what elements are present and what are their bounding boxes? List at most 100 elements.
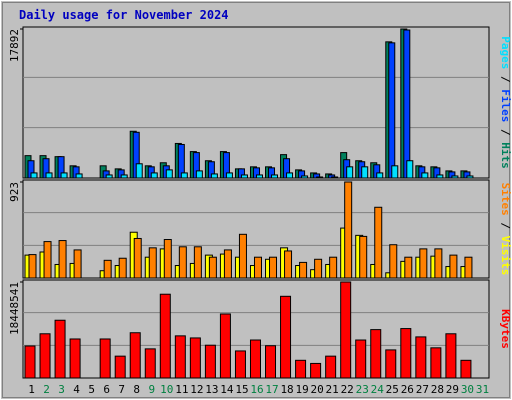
- bar: [120, 174, 128, 179]
- y-max-label: 18448541: [8, 282, 21, 335]
- bar: [219, 313, 231, 379]
- bar: [434, 248, 443, 279]
- x-tick-label: 20: [311, 383, 324, 396]
- bar: [460, 359, 472, 379]
- bar: [253, 256, 262, 279]
- bar: [45, 172, 53, 179]
- bar: [240, 174, 248, 179]
- x-tick-label: 17: [265, 383, 278, 396]
- bar: [449, 254, 458, 279]
- x-tick-label: 4: [73, 383, 80, 396]
- x-tick-label: 24: [371, 383, 385, 396]
- bar: [75, 173, 83, 179]
- bar: [208, 256, 217, 279]
- x-tick-label: 8: [133, 383, 140, 396]
- bar: [189, 337, 201, 379]
- legend-separator: /: [499, 122, 512, 142]
- bar: [195, 170, 203, 179]
- bar: [286, 172, 294, 179]
- bar: [174, 335, 186, 379]
- bar: [133, 237, 142, 279]
- bar: [30, 172, 38, 179]
- bar: [43, 241, 52, 279]
- x-tick-label: 23: [356, 383, 369, 396]
- x-tick-label: 6: [103, 383, 110, 396]
- y-max-label: 923: [8, 182, 21, 202]
- bar: [403, 29, 411, 179]
- x-tick-label: 12: [190, 383, 203, 396]
- x-tick-label: 7: [118, 383, 125, 396]
- bar: [271, 174, 279, 179]
- x-tick-label: 22: [341, 383, 354, 396]
- bar: [370, 329, 382, 379]
- bar: [225, 172, 233, 179]
- bar: [148, 247, 157, 279]
- bar: [118, 257, 127, 279]
- bar: [389, 244, 398, 279]
- x-tick-label: 10: [160, 383, 173, 396]
- x-tick-label: 1: [28, 383, 35, 396]
- x-tick-label: 29: [446, 383, 459, 396]
- bar: [280, 295, 292, 379]
- bar: [445, 333, 457, 379]
- bar: [180, 172, 188, 179]
- bar: [295, 359, 307, 379]
- bar: [374, 206, 383, 279]
- bar: [391, 165, 399, 179]
- bar: [129, 332, 141, 379]
- legend-separator: /: [499, 69, 512, 89]
- bar: [346, 166, 354, 179]
- bar: [301, 175, 309, 179]
- x-tick-label: 5: [88, 383, 95, 396]
- bar: [159, 293, 171, 379]
- legend: Sites / Visits: [499, 183, 512, 276]
- legend-entry: Pages: [499, 36, 512, 69]
- bar: [385, 349, 397, 379]
- x-tick-label: 15: [235, 383, 248, 396]
- bar: [265, 345, 277, 379]
- bar: [325, 355, 337, 379]
- x-tick-label: 19: [295, 383, 308, 396]
- bar: [464, 256, 473, 279]
- bar: [314, 258, 323, 279]
- bar: [255, 174, 263, 179]
- bar: [150, 172, 158, 179]
- x-tick-label: 16: [250, 383, 263, 396]
- bar: [404, 256, 413, 279]
- bar: [99, 338, 111, 379]
- bar: [415, 336, 427, 379]
- bar: [114, 355, 126, 379]
- x-tick-label: 27: [416, 383, 429, 396]
- bar: [24, 345, 36, 379]
- bar: [178, 246, 187, 279]
- x-tick-label: 11: [175, 383, 188, 396]
- bar: [165, 169, 173, 179]
- bar: [73, 249, 82, 279]
- x-tick-label: 2: [43, 383, 50, 396]
- bar: [105, 174, 113, 179]
- bar: [135, 163, 143, 179]
- legend-entry: Hits: [499, 142, 512, 169]
- panel: [22, 26, 490, 179]
- bar: [28, 254, 37, 279]
- bar: [69, 338, 81, 379]
- bar: [299, 261, 308, 279]
- bar: [310, 362, 322, 379]
- bar: [269, 256, 278, 279]
- legend-entry: KBytes: [499, 309, 512, 349]
- x-tick-label: 21: [326, 383, 339, 396]
- bar: [223, 249, 232, 279]
- legend: KBytes: [499, 309, 512, 349]
- x-tick-label: 28: [431, 383, 444, 396]
- legend: Pages / Files / Hits: [499, 36, 512, 169]
- bar: [193, 246, 202, 279]
- bar: [419, 248, 428, 279]
- x-tick-label: 30: [461, 383, 474, 396]
- bar: [58, 240, 67, 279]
- bar: [144, 348, 156, 379]
- legend-entry: Sites: [499, 183, 512, 216]
- chart-title: Daily usage for November 2024: [19, 8, 229, 22]
- bar: [361, 166, 369, 179]
